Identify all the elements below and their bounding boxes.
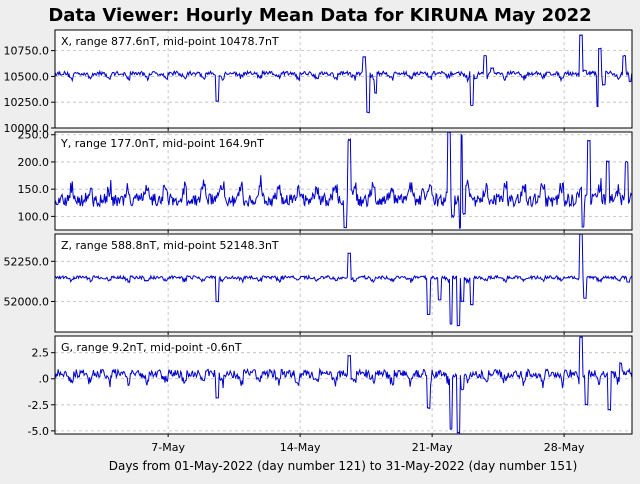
panel-g-frame: [54, 335, 633, 435]
x-tick-label: 7-May: [151, 441, 185, 454]
panel-y-ytick-label: 100.0: [18, 210, 50, 223]
panel-x: 10000.0 10250.0 10500.0 10750.0 X, range 877…: [4, 29, 633, 135]
panel-g-series-line: [54, 335, 633, 435]
panel-z: 52000.0 52250.0 Z, range 588.8nT, mid-poin…: [4, 233, 633, 335]
panel-g: -5.0 -2.5 .0 2.5 G, range 9.2nT, mid-point -…: [28, 335, 633, 438]
panel-x-label: X, range 877.6nT, mid-point 10478.7nT: [61, 35, 279, 48]
panel-g-label: G, range 9.2nT, mid-point -0.6nT: [61, 341, 242, 354]
panel-y-series-line: [54, 131, 633, 229]
panels-group: 10000.0 10250.0 10500.0 10750.0 X, range 877…: [4, 29, 633, 454]
panel-y-ytick-label: 150.0: [18, 183, 50, 196]
panel-y-ytick-label: 200.0: [18, 156, 50, 169]
panel-g-ytick-label: -2.5: [28, 399, 49, 412]
panel-y-label: Y, range 177.0nT, mid-point 164.9nT: [60, 137, 264, 150]
x-tick-label: 14-May: [280, 441, 321, 454]
panel-z-label: Z, range 588.8nT, mid-point 52148.3nT: [61, 239, 279, 252]
panel-y: 100.0 150.0 200.0 250.0 Y, range 177.0nT, mi…: [18, 129, 633, 233]
panel-x-ytick-label: 10750.0: [4, 45, 50, 58]
panel-g-ytick-label: 2.5: [32, 347, 50, 360]
panel-x-ytick-label: 10250.0: [4, 96, 50, 109]
panel-x-ytick-label: 10500.0: [4, 70, 50, 83]
panel-z-frame: [54, 233, 633, 333]
panel-y-ytick-label: 250.0: [18, 129, 50, 142]
x-tick-label: 21-May: [412, 441, 453, 454]
panel-x-background: [55, 30, 632, 128]
panel-x-series-line: [54, 34, 633, 114]
panel-x-frame: [54, 29, 633, 129]
panel-z-series-line: [54, 233, 633, 327]
panel-y-frame: [54, 131, 633, 231]
x-tick-label: 28-May: [544, 441, 585, 454]
chart-title: Data Viewer: Hourly Mean Data for KIRUNA…: [48, 5, 591, 26]
panel-g-ytick-label: .0: [39, 373, 50, 386]
x-axis-label: Days from 01-May-2022 (day number 121) t…: [109, 459, 578, 473]
panel-g-ytick-label: -5.0: [28, 425, 49, 438]
panel-x-ytick-label: 10000.0: [4, 122, 50, 135]
panel-z-background: [55, 234, 632, 332]
panel-z-ytick-label: 52250.0: [4, 255, 50, 268]
panel-z-ytick-label: 52000.0: [4, 295, 50, 308]
